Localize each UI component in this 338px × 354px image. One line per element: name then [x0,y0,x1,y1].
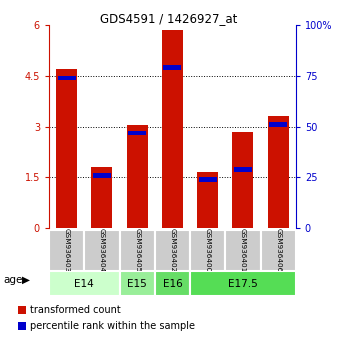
Text: E16: E16 [163,279,182,289]
Text: GSM936401: GSM936401 [240,228,246,272]
Bar [269,122,287,127]
Text: E14: E14 [74,279,94,289]
Bar [199,177,217,182]
Bar [18,306,26,314]
Bar [190,271,296,296]
Bar [84,230,120,271]
Bar [225,230,261,271]
Bar [56,69,77,228]
Bar [128,131,146,135]
Text: GSM936400: GSM936400 [204,228,211,272]
Bar [49,271,120,296]
Text: GSM936404: GSM936404 [99,228,105,272]
Bar [93,173,111,178]
Bar [155,271,190,296]
Bar [120,271,155,296]
Bar [91,167,113,228]
Bar [18,322,26,330]
Text: GSM936406: GSM936406 [275,228,281,272]
Text: GSM936403: GSM936403 [64,228,70,272]
Bar [261,230,296,271]
Text: ▶: ▶ [22,275,30,285]
Bar [268,116,289,228]
Text: GSM936405: GSM936405 [134,228,140,272]
Bar [232,132,254,228]
Bar [49,230,84,271]
Text: E17.5: E17.5 [228,279,258,289]
Text: age: age [3,275,23,285]
Bar [234,167,252,172]
Bar [162,30,183,228]
Text: GSM936402: GSM936402 [169,228,175,272]
Bar [190,230,225,271]
Bar [58,76,76,80]
Text: GDS4591 / 1426927_at: GDS4591 / 1426927_at [100,12,238,25]
Bar [163,65,182,70]
Bar [155,230,190,271]
Bar [197,172,218,228]
Bar [126,125,148,228]
Bar [120,230,155,271]
Text: percentile rank within the sample: percentile rank within the sample [30,321,195,331]
Text: transformed count: transformed count [30,305,121,315]
Text: E15: E15 [127,279,147,289]
